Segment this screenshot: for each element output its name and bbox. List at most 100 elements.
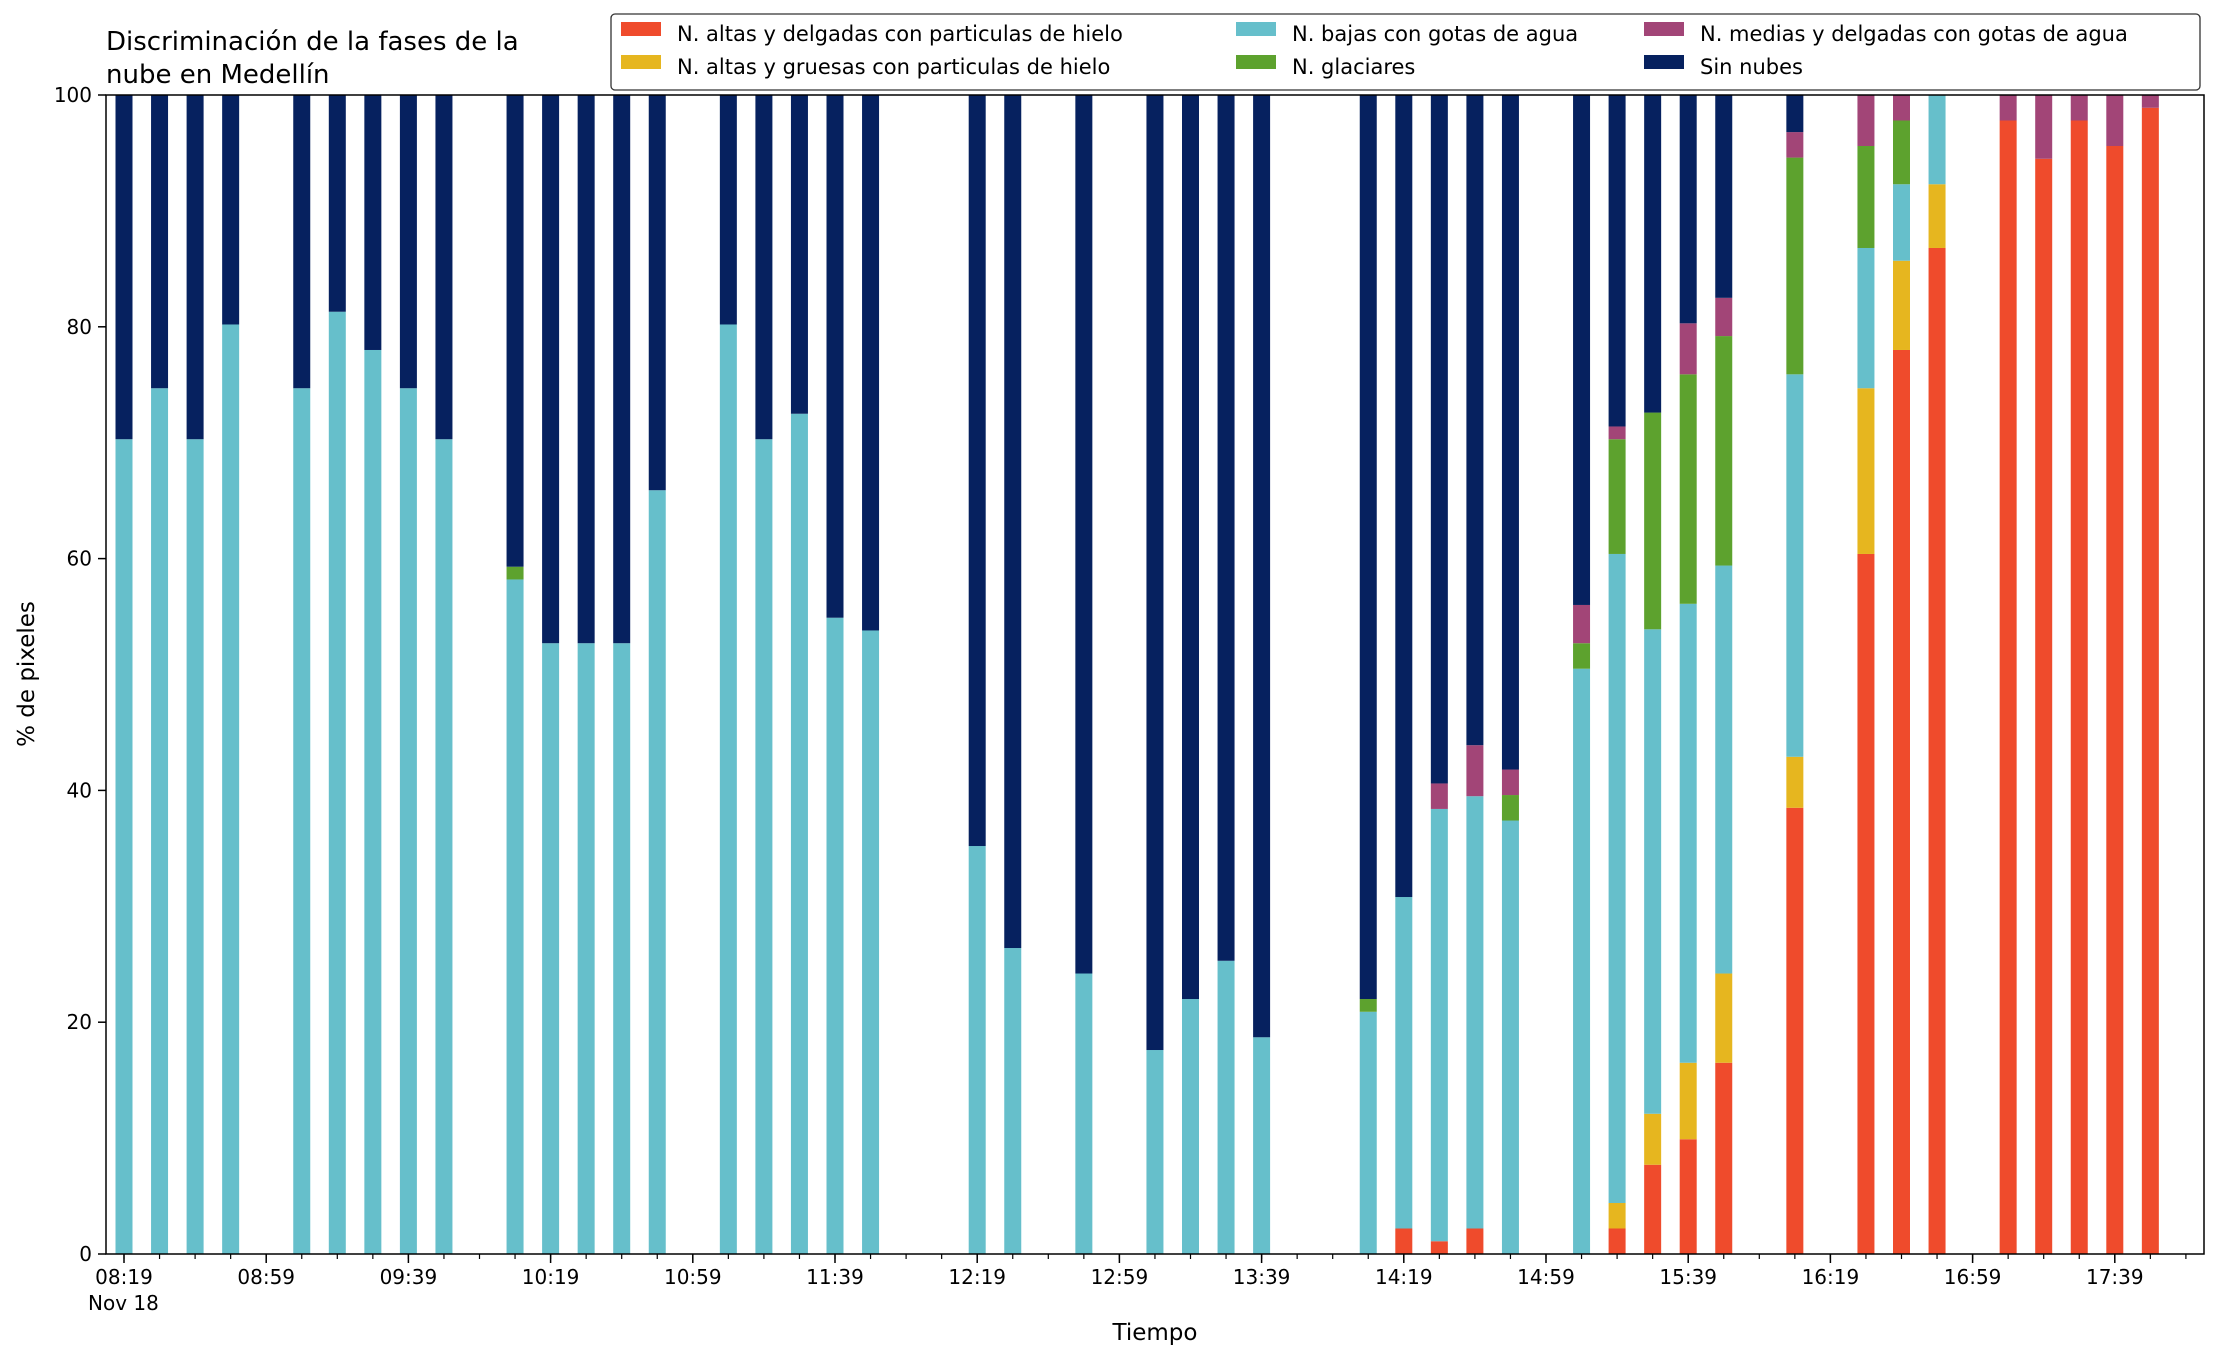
bar-segment-sin_nubes xyxy=(826,95,844,618)
bar-segment-hielo_delgadas xyxy=(2106,146,2124,1254)
bar-stack-1109 xyxy=(719,95,737,1255)
bar-stack-1529 xyxy=(1644,95,1662,1254)
bar-segment-hielo_delgadas xyxy=(2141,107,2159,1254)
bar-segment-medias_agua xyxy=(1466,745,1484,797)
bar-segment-sin_nubes xyxy=(1146,95,1164,1051)
bar-segment-sin_nubes xyxy=(613,95,631,644)
bar-segment-sin_nubes xyxy=(1573,95,1591,605)
y-tick-label: 20 xyxy=(67,1010,92,1034)
bar-stack-0939 xyxy=(399,95,417,1255)
bar-segment-sin_nubes xyxy=(862,95,880,631)
x-tick-label: 08:59 xyxy=(237,1265,295,1289)
bar-stack-1229 xyxy=(1004,95,1022,1254)
bar-segment-sin_nubes xyxy=(577,95,595,644)
bar-stack-0829 xyxy=(151,95,169,1255)
chart-title-line-1: Discriminación de la fases de la xyxy=(106,27,519,57)
bar-segment-bajas_agua xyxy=(399,388,417,1255)
bar-stack-0919 xyxy=(328,95,346,1255)
bar-segment-bajas_agua xyxy=(186,439,204,1255)
bar-segment-sin_nubes xyxy=(1004,95,1022,949)
legend-label: N. medias y delgadas con gotas de agua xyxy=(1700,22,2128,46)
bar-segment-glaciares xyxy=(1786,157,1804,375)
bar-segment-bajas_agua xyxy=(1182,999,1199,1254)
bar-segment-bajas_agua xyxy=(222,324,240,1255)
bar-segment-glaciares xyxy=(506,566,524,580)
bar-stack-1249 xyxy=(1075,95,1093,1254)
bar-stack-1309 xyxy=(1146,95,1164,1254)
bar-segment-bajas_agua xyxy=(506,579,524,1254)
bar-segment-bajas_agua xyxy=(435,439,453,1255)
bar-segment-hielo_delgadas xyxy=(1466,1228,1484,1254)
bar-segment-hielo_delgadas xyxy=(2035,158,2053,1254)
bar-segment-bajas_agua xyxy=(115,439,133,1255)
bar-segment-bajas_agua xyxy=(1857,247,1875,389)
bar-segment-bajas_agua xyxy=(1430,808,1448,1242)
bar-stack-1739 xyxy=(2106,95,2124,1254)
bar-segment-bajas_agua xyxy=(862,630,880,1254)
legend-label: N. bajas con gotas de agua xyxy=(1292,22,1578,46)
x-tick-label: 11:39 xyxy=(806,1265,864,1289)
bar-segment-bajas_agua xyxy=(577,643,595,1254)
bar-stack-1549 xyxy=(1715,95,1733,1254)
bar-stack-1149 xyxy=(862,95,880,1254)
y-tick-label: 60 xyxy=(67,547,92,571)
x-tick-label: 14:59 xyxy=(1517,1265,1575,1289)
bar-segment-sin_nubes xyxy=(542,95,560,644)
bar-segment-hielo_delgadas xyxy=(2070,120,2088,1254)
bar-segment-hielo_delgadas xyxy=(1857,553,1875,1254)
bar-stack-0909 xyxy=(293,95,311,1255)
legend-item-bajas_agua: N. bajas con gotas de agua xyxy=(1236,22,1578,46)
bar-segment-bajas_agua xyxy=(1644,629,1662,1114)
bar-segment-hielo_delgadas xyxy=(1893,349,1910,1255)
bar-segment-sin_nubes xyxy=(1430,95,1448,784)
x-tick-label: 16:19 xyxy=(1802,1265,1860,1289)
legend-item-hielo_delgadas: N. altas y delgadas con particulas de hi… xyxy=(621,22,1123,46)
bar-segment-bajas_agua xyxy=(151,388,169,1255)
bar-segment-sin_nubes xyxy=(790,95,808,414)
bar-segment-hielo_delgadas xyxy=(1395,1228,1413,1254)
bar-segment-bajas_agua xyxy=(613,643,631,1254)
bar-segment-hielo_delgadas xyxy=(1786,807,1804,1254)
bar-segment-glaciares xyxy=(1893,120,1910,185)
bar-stack-1009 xyxy=(506,95,524,1254)
bar-stack-1729 xyxy=(2070,95,2088,1254)
bar-segment-glaciares xyxy=(1644,412,1662,630)
bar-segment-medias_agua xyxy=(1501,769,1519,796)
legend-label: N. glaciares xyxy=(1292,55,1415,79)
bar-segment-hielo_delgadas xyxy=(1644,1164,1662,1254)
bar-stack-1749 xyxy=(2141,95,2159,1254)
bar-segment-bajas_agua xyxy=(826,617,844,1254)
bar-segment-bajas_agua xyxy=(1608,553,1626,1203)
bar-segment-hielo_gruesas xyxy=(1679,1062,1697,1140)
bar-segment-sin_nubes xyxy=(1217,95,1235,961)
y-tick-label: 40 xyxy=(67,778,92,802)
bar-segment-sin_nubes xyxy=(1715,95,1733,298)
legend-item-hielo_gruesas: N. altas y gruesas con particulas de hie… xyxy=(621,55,1110,79)
bar-stack-1709 xyxy=(1999,95,2017,1254)
bar-segment-sin_nubes xyxy=(222,95,240,325)
bar-stack-1609 xyxy=(1786,95,1804,1254)
bar-segment-medias_agua xyxy=(1608,426,1626,440)
bar-stack-1119 xyxy=(755,95,773,1255)
x-tick-label: 10:59 xyxy=(664,1265,722,1289)
bar-segment-sin_nubes xyxy=(1466,95,1484,746)
bar-segment-bajas_agua xyxy=(1359,1011,1377,1254)
bar-segment-medias_agua xyxy=(1679,323,1697,375)
bar-segment-medias_agua xyxy=(2106,95,2124,146)
legend: N. altas y delgadas con particulas de hi… xyxy=(610,13,2201,91)
bar-segment-sin_nubes xyxy=(648,95,666,491)
bar-segment-hielo_gruesas xyxy=(1786,756,1804,808)
bar-segment-sin_nubes xyxy=(1182,95,1199,1000)
bar-segment-sin_nubes xyxy=(1644,95,1662,413)
bar-segment-medias_agua xyxy=(1573,604,1591,644)
bar-segment-sin_nubes xyxy=(1786,95,1804,133)
y-tick-label: 80 xyxy=(67,315,92,339)
y-tick-label: 100 xyxy=(54,83,92,107)
bar-segment-sin_nubes xyxy=(435,95,453,440)
bar-segment-bajas_agua xyxy=(1466,796,1484,1229)
bars-layer xyxy=(115,95,2159,1255)
bar-stack-1519 xyxy=(1608,95,1626,1254)
bar-segment-sin_nubes xyxy=(1075,95,1093,974)
bar-stack-1639 xyxy=(1893,95,1910,1255)
axes-layer: 0 20 40 60 80 100 08:19 08:59 09:39 10:19 10:59 11:… xyxy=(54,83,2187,1315)
